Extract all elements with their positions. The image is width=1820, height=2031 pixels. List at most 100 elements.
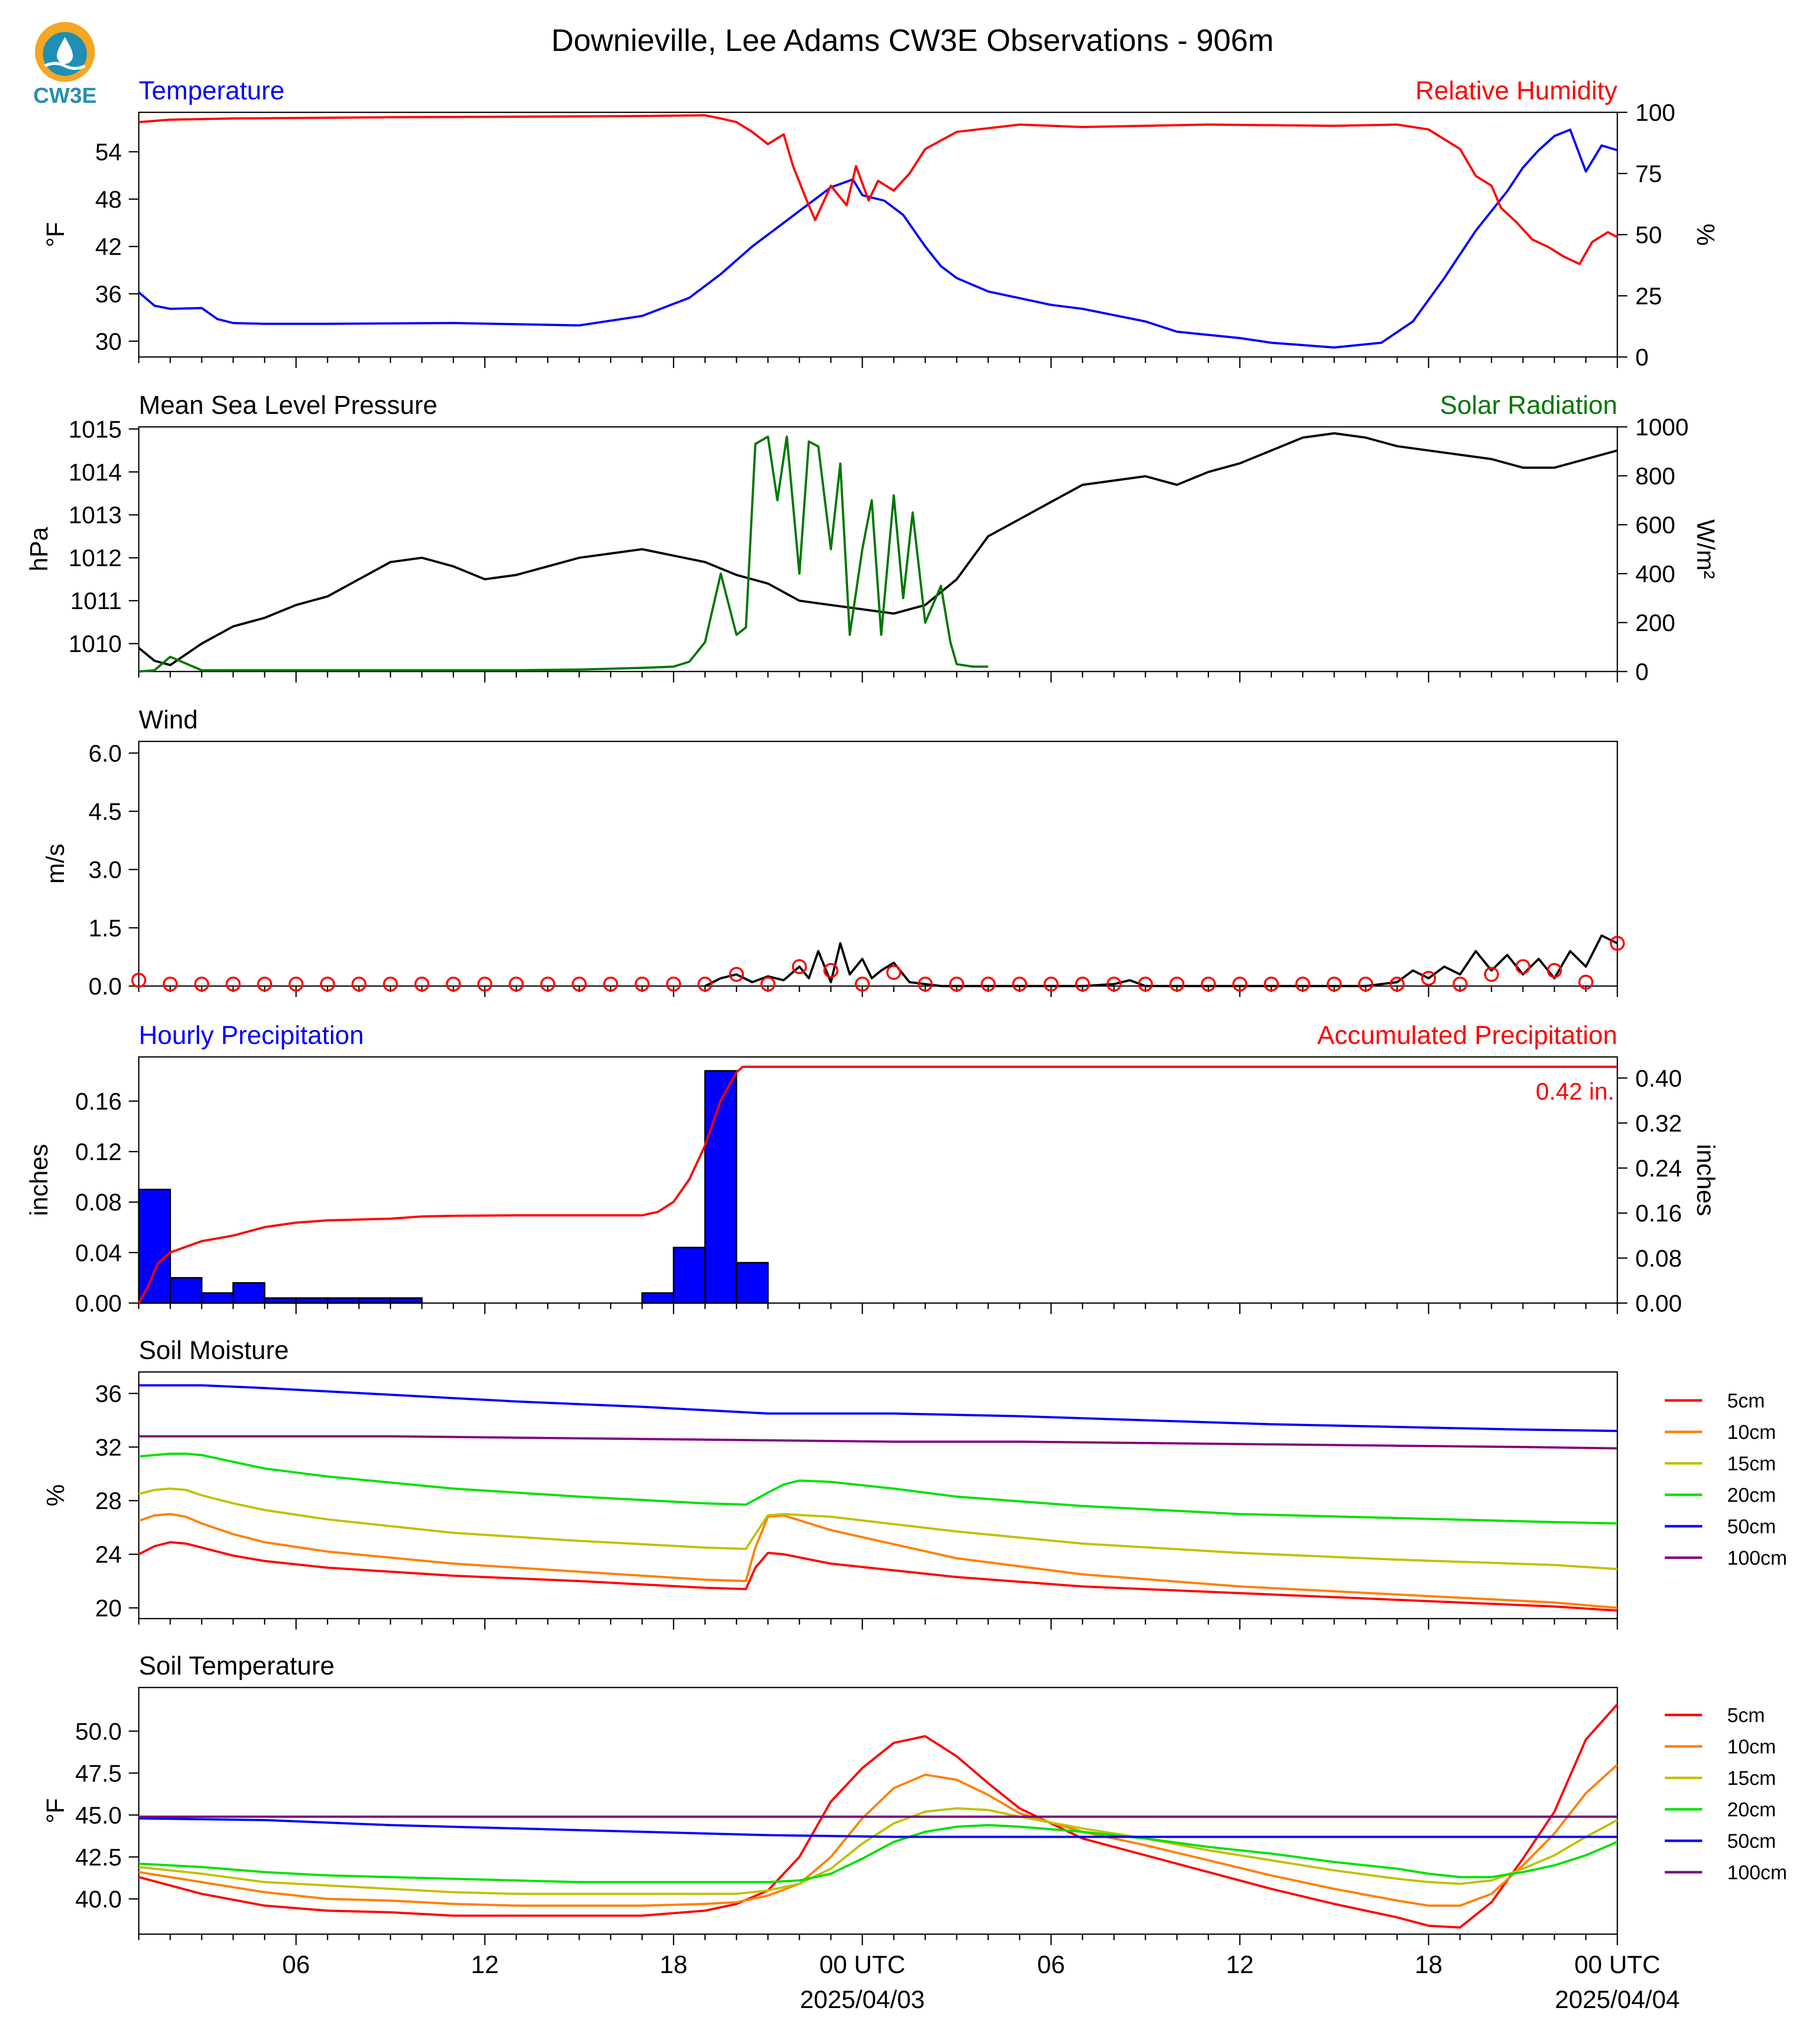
legend-label: 20cm bbox=[1727, 1799, 1776, 1821]
accumulated-total-label: 0.42 in. bbox=[1536, 1079, 1614, 1105]
y-tick-label-left: 1014 bbox=[68, 459, 122, 486]
wind-gust-marker bbox=[1326, 977, 1342, 992]
time-tick-label: 18 bbox=[660, 1951, 688, 1979]
y-tick-label-left: 28 bbox=[95, 1488, 122, 1515]
wind-gust-marker bbox=[886, 965, 902, 980]
wind-gust-marker bbox=[666, 977, 681, 992]
time-tick-label: 00 UTC bbox=[819, 1951, 905, 1979]
time-tick-label: 12 bbox=[471, 1951, 499, 1979]
precip-bar bbox=[704, 1070, 737, 1304]
wind-gust-marker bbox=[949, 977, 964, 992]
series-line-20cm bbox=[138, 1824, 1618, 1884]
y-tick-label-left: 1015 bbox=[68, 416, 122, 443]
logo-wave-icon bbox=[44, 62, 86, 70]
legend-label: 100cm bbox=[1727, 1862, 1787, 1884]
panel-soil_moisture: 20 24 28 32 36 Soil Moisture% 5cm 10cm 15cm 20cm 5… bbox=[41, 1336, 1787, 1630]
legend-label: 100cm bbox=[1727, 1547, 1787, 1569]
panel-mslp_solar: 1010 1011 1012 1013 1014 1015 0 200 400 600 800 100… bbox=[25, 391, 1720, 685]
series-line-0 bbox=[704, 934, 1618, 988]
wind-gust-marker bbox=[697, 977, 713, 992]
wind-gust-marker bbox=[1610, 936, 1625, 951]
wind-gust-marker bbox=[414, 977, 430, 992]
wind-gust-marker bbox=[540, 977, 556, 992]
wind-gust-marker bbox=[257, 977, 273, 992]
y-tick-label-left: 54 bbox=[95, 139, 122, 166]
wind-gust-marker bbox=[760, 977, 776, 992]
y-axis-label-left: °F bbox=[41, 222, 69, 248]
series-line-5cm bbox=[138, 1541, 1618, 1612]
wind-gust-marker bbox=[603, 977, 618, 992]
panel-title-left: Temperature bbox=[139, 76, 285, 105]
panel-title-left: Hourly Precipitation bbox=[139, 1021, 364, 1050]
y-tick-label-left: 42.5 bbox=[75, 1844, 122, 1871]
wind-gust-marker bbox=[855, 977, 870, 992]
wind-gust-marker bbox=[1043, 977, 1059, 992]
legend-label: 10cm bbox=[1727, 1421, 1776, 1443]
y-tick-label-right: 0.08 bbox=[1635, 1246, 1682, 1272]
plot-frame bbox=[138, 1687, 1618, 1935]
plot-frame bbox=[138, 1056, 1618, 1304]
y-tick-label-right: 0 bbox=[1635, 344, 1649, 371]
y-tick-label-left: 0.00 bbox=[75, 1291, 122, 1317]
y-tick-label-left: 20 bbox=[95, 1596, 122, 1622]
wind-gust-marker bbox=[1106, 977, 1122, 992]
y-tick-label-right: 25 bbox=[1635, 284, 1662, 310]
series-line-0 bbox=[138, 432, 1618, 667]
wind-gust-marker bbox=[194, 977, 210, 992]
precip-bar bbox=[672, 1247, 706, 1304]
legend-label: 50cm bbox=[1727, 1516, 1776, 1538]
wind-gust-marker bbox=[289, 977, 304, 992]
precip-bar bbox=[358, 1297, 391, 1304]
precip-bar bbox=[169, 1277, 203, 1304]
wind-gust-marker bbox=[1138, 977, 1153, 992]
panel-soil_temperature: 40.0 42.5 45.0 47.5 50.0 Soil Temperature °F 5c… bbox=[41, 1652, 1787, 1945]
y-axis-label-left: °F bbox=[41, 1798, 69, 1824]
y-axis-label-left: hPa bbox=[25, 527, 53, 571]
y-tick-label-left: 3.0 bbox=[88, 857, 122, 884]
y-tick-label-right: 0.16 bbox=[1635, 1201, 1682, 1227]
series-line-0 bbox=[138, 1065, 1617, 1304]
series-line-100cm bbox=[139, 1435, 1618, 1450]
wind-gust-marker bbox=[1452, 977, 1468, 992]
wind-gust-marker bbox=[917, 977, 933, 992]
y-axis-label-left: m/s bbox=[41, 844, 69, 884]
y-tick-label-right: 0.32 bbox=[1635, 1110, 1682, 1137]
series-line-15cm bbox=[138, 1807, 1618, 1895]
panel-temp_rh: 30 36 42 48 54 0 25 50 75 100 Temperature Relative … bbox=[41, 76, 1720, 371]
wind-gust-marker bbox=[131, 973, 146, 988]
legend-label: 50cm bbox=[1727, 1830, 1776, 1852]
y-tick-label-left: 47.5 bbox=[75, 1760, 122, 1787]
series-line-50cm bbox=[138, 1817, 1617, 1838]
series-line-15cm bbox=[138, 1487, 1618, 1570]
y-tick-label-left: 24 bbox=[95, 1542, 122, 1568]
y-axis-label-right: inches bbox=[1692, 1144, 1720, 1216]
y-tick-label-right: 50 bbox=[1635, 222, 1662, 249]
wind-gust-marker bbox=[1295, 977, 1310, 992]
figure-title: Downieville, Lee Adams CW3E Observations… bbox=[551, 23, 1273, 58]
wind-gust-marker bbox=[226, 977, 241, 992]
y-tick-label-right: 0.00 bbox=[1635, 1291, 1682, 1317]
wind-gust-marker bbox=[823, 963, 839, 978]
wind-gust-marker bbox=[383, 977, 398, 992]
y-tick-label-left: 1010 bbox=[68, 631, 122, 658]
legend-label: 20cm bbox=[1727, 1484, 1776, 1506]
logo-drop-icon bbox=[57, 37, 73, 64]
y-tick-label-left: 1011 bbox=[70, 588, 122, 615]
plot-frame bbox=[138, 426, 1618, 673]
precip-bar bbox=[735, 1262, 769, 1304]
wind-gust-marker bbox=[320, 977, 335, 992]
y-tick-label-left: 0.0 bbox=[88, 974, 122, 1000]
wind-gust-marker bbox=[572, 977, 587, 992]
y-tick-label-left: 1.5 bbox=[88, 915, 122, 942]
y-tick-label-left: 4.5 bbox=[88, 799, 122, 825]
panel-title-right: Accumulated Precipitation bbox=[1317, 1021, 1617, 1050]
y-tick-label-left: 0.16 bbox=[75, 1088, 122, 1115]
y-tick-label-left: 1013 bbox=[68, 502, 122, 529]
y-tick-label-left: 0.04 bbox=[75, 1240, 122, 1267]
wind-gust-marker bbox=[351, 977, 367, 992]
y-tick-label-left: 36 bbox=[95, 282, 122, 308]
wind-gust-marker bbox=[1421, 971, 1436, 986]
date-label: 2025/04/04 bbox=[1555, 1986, 1680, 2014]
